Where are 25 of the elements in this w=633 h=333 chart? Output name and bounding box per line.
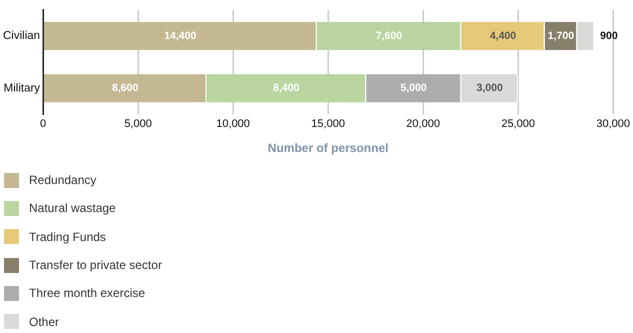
legend-label: Trading Funds: [29, 230, 106, 244]
data-label: 14,400: [164, 30, 196, 42]
data-label: 8,600: [112, 82, 138, 94]
x-tick-label: 15,000: [311, 118, 345, 130]
data-label: 3,000: [476, 82, 503, 94]
data-label: 900: [600, 30, 618, 42]
data-label: 8,400: [273, 82, 300, 94]
data-label: 7,600: [376, 30, 402, 42]
x-tick-label: 0: [40, 118, 46, 130]
y-tick-label: Civilian: [2, 30, 40, 42]
legend-label: Natural wastage: [29, 201, 116, 216]
data-label: 1,700: [548, 30, 574, 42]
legend-label: Other: [29, 314, 60, 329]
x-tick-label: 5,000: [124, 118, 152, 130]
x-tick-label: 30,000: [596, 118, 630, 130]
x-tick-label: 25,000: [501, 118, 535, 130]
legend-label: Three month exercise: [29, 286, 146, 300]
x-tick-label: 10,000: [216, 118, 250, 130]
legend-label: Redundancy: [29, 173, 96, 188]
legend-label: Transfer to private sector: [29, 258, 162, 272]
y-tick-label: Military: [4, 82, 40, 94]
data-label: 4,400: [490, 30, 516, 42]
data-label: 5,000: [400, 82, 427, 94]
x-axis-title: Number of personnel: [268, 141, 388, 156]
x-tick-label: 20,000: [406, 118, 440, 130]
